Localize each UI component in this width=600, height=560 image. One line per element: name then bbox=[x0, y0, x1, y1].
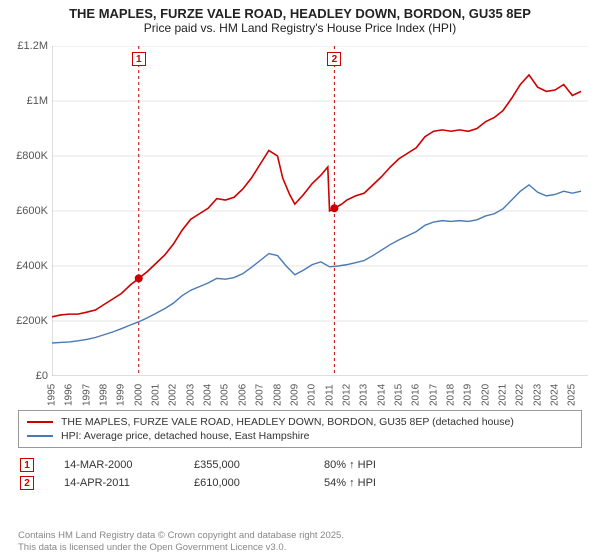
x-tick-label: 2014 bbox=[376, 380, 387, 406]
x-tick-label: 2001 bbox=[151, 380, 162, 406]
x-tick-label: 1997 bbox=[81, 380, 92, 406]
page-title-line2: Price paid vs. HM Land Registry's House … bbox=[0, 21, 600, 39]
x-tick-label: 2024 bbox=[550, 380, 561, 406]
x-tick-label: 2010 bbox=[307, 380, 318, 406]
x-tick-label: 2023 bbox=[532, 380, 543, 406]
x-tick-label: 2000 bbox=[133, 380, 144, 406]
x-tick-label: 2005 bbox=[220, 380, 231, 406]
x-tick-label: 2013 bbox=[359, 380, 370, 406]
x-tick-label: 2003 bbox=[185, 380, 196, 406]
x-tick-label: 2011 bbox=[324, 380, 335, 406]
marker-rows: 1 14-MAR-2000 £355,000 80% ↑ HPI 2 14-APR-201… bbox=[18, 454, 582, 490]
legend-box: THE MAPLES, FURZE VALE ROAD, HEADLEY DOW… bbox=[18, 410, 582, 448]
legend-row: THE MAPLES, FURZE VALE ROAD, HEADLEY DOW… bbox=[27, 415, 573, 429]
legend-row: HPI: Average price, detached house, East… bbox=[27, 429, 573, 443]
y-tick-label: £0 bbox=[8, 370, 48, 382]
x-tick-label: 2019 bbox=[463, 380, 474, 406]
x-tick-label: 2004 bbox=[203, 380, 214, 406]
chart-plot bbox=[52, 46, 588, 376]
legend-and-markers: THE MAPLES, FURZE VALE ROAD, HEADLEY DOW… bbox=[18, 410, 582, 490]
marker-vs-hpi: 54% ↑ HPI bbox=[324, 477, 424, 489]
marker-flag: 2 bbox=[327, 52, 341, 66]
x-tick-label: 2006 bbox=[237, 380, 248, 406]
x-tick-label: 2021 bbox=[498, 380, 509, 406]
y-tick-label: £400K bbox=[8, 260, 48, 272]
x-tick-label: 2025 bbox=[567, 380, 578, 406]
legend-swatch-icon bbox=[27, 421, 53, 423]
marker-num-icon: 1 bbox=[20, 458, 34, 472]
y-tick-label: £200K bbox=[8, 315, 48, 327]
y-tick-label: £1.2M bbox=[8, 40, 48, 52]
x-tick-label: 2008 bbox=[272, 380, 283, 406]
x-tick-label: 2012 bbox=[341, 380, 352, 406]
x-tick-label: 2022 bbox=[515, 380, 526, 406]
marker-price: £610,000 bbox=[194, 477, 294, 489]
legend-label: THE MAPLES, FURZE VALE ROAD, HEADLEY DOW… bbox=[61, 416, 514, 428]
x-tick-label: 2015 bbox=[393, 380, 404, 406]
x-tick-label: 2017 bbox=[428, 380, 439, 406]
marker-num-icon: 2 bbox=[20, 476, 34, 490]
footer-attribution: Contains HM Land Registry data © Crown c… bbox=[18, 530, 344, 554]
legend-label: HPI: Average price, detached house, East… bbox=[61, 430, 309, 442]
x-tick-label: 2016 bbox=[411, 380, 422, 406]
y-tick-label: £800K bbox=[8, 150, 48, 162]
x-tick-label: 2020 bbox=[480, 380, 491, 406]
marker-date: 14-MAR-2000 bbox=[64, 459, 164, 471]
marker-row: 1 14-MAR-2000 £355,000 80% ↑ HPI bbox=[18, 454, 582, 472]
marker-price: £355,000 bbox=[194, 459, 294, 471]
x-tick-label: 1995 bbox=[47, 380, 58, 406]
marker-vs-hpi: 80% ↑ HPI bbox=[324, 459, 424, 471]
page-title-line1: THE MAPLES, FURZE VALE ROAD, HEADLEY DOW… bbox=[0, 0, 600, 21]
x-tick-label: 2018 bbox=[445, 380, 456, 406]
footer-line: Contains HM Land Registry data © Crown c… bbox=[18, 530, 344, 542]
marker-date: 14-APR-2011 bbox=[64, 477, 164, 489]
marker-flag: 1 bbox=[132, 52, 146, 66]
x-tick-label: 2002 bbox=[168, 380, 179, 406]
marker-row: 2 14-APR-2011 £610,000 54% ↑ HPI bbox=[18, 472, 582, 490]
x-tick-label: 2007 bbox=[255, 380, 266, 406]
x-tick-label: 1999 bbox=[116, 380, 127, 406]
chart-svg bbox=[52, 46, 588, 376]
x-tick-label: 2009 bbox=[289, 380, 300, 406]
legend-swatch-icon bbox=[27, 435, 53, 437]
footer-line: This data is licensed under the Open Gov… bbox=[18, 542, 344, 554]
chart-area: £0£200K£400K£600K£800K£1M£1.2M 199519961… bbox=[8, 46, 592, 406]
y-tick-label: £600K bbox=[8, 205, 48, 217]
x-tick-label: 1996 bbox=[64, 380, 75, 406]
x-tick-label: 1998 bbox=[99, 380, 110, 406]
y-tick-label: £1M bbox=[8, 95, 48, 107]
